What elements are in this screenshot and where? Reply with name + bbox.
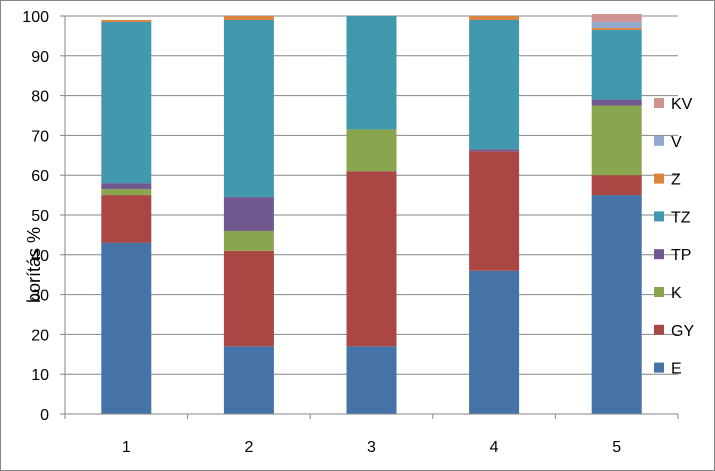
legend-item: K <box>654 285 682 302</box>
bar-segment <box>101 242 152 414</box>
legend-label: TP <box>671 247 691 264</box>
y-tick-label: 80 <box>31 89 49 106</box>
bar-segment <box>591 105 642 176</box>
bar-segment <box>223 19 274 198</box>
bar-segment <box>346 171 397 347</box>
legend-label: V <box>671 134 682 151</box>
bar-segment <box>469 19 520 150</box>
bar-segment <box>223 250 274 347</box>
bar-segment <box>469 151 520 271</box>
legend-item: E <box>654 361 682 378</box>
bar-segment <box>591 29 642 100</box>
y-tick-label: 30 <box>31 288 49 305</box>
bar-segment <box>591 27 642 30</box>
y-tick-label: 10 <box>31 367 49 384</box>
legend-swatch <box>654 362 664 373</box>
y-tick-label: 50 <box>31 208 49 225</box>
bar-segment <box>469 149 520 152</box>
bar-segment <box>346 346 397 414</box>
legend-swatch <box>654 135 664 146</box>
legend-label: E <box>671 361 682 378</box>
bar-segment <box>101 189 152 196</box>
bar-segment <box>101 19 152 22</box>
y-tick-label: 40 <box>31 248 49 265</box>
legend-item: KV <box>654 96 693 113</box>
x-tick-labels: 1 2 3 4 5 <box>122 439 621 456</box>
bar-segment <box>101 195 152 243</box>
bar-segment <box>591 21 642 28</box>
legend: KV V Z TZ TP K GY E <box>654 96 694 378</box>
legend-label: Z <box>671 172 681 189</box>
legend-label: K <box>671 285 682 302</box>
x-tick-label: 5 <box>612 439 621 456</box>
y-tick-label: 100 <box>22 9 49 26</box>
x-tick-label: 1 <box>122 439 131 456</box>
y-tick-label: 60 <box>31 168 49 185</box>
legend-item: V <box>654 134 682 151</box>
legend-swatch <box>654 211 664 222</box>
bar-segment <box>223 230 274 251</box>
y-tick-labels: 0 10 20 30 40 50 60 70 80 90 100 <box>22 9 49 424</box>
x-tick-label: 3 <box>367 439 376 456</box>
bar-segment <box>346 129 397 172</box>
bar-segment <box>346 16 397 130</box>
bars <box>101 14 642 414</box>
legend-item: TZ <box>654 209 691 226</box>
legend-item: Z <box>654 172 681 189</box>
legend-label: TZ <box>671 209 691 226</box>
legend-item: GY <box>654 323 694 340</box>
legend-swatch <box>654 249 664 260</box>
x-tick-label: 4 <box>490 439 499 456</box>
legend-swatch <box>654 287 664 297</box>
legend-label: GY <box>671 323 694 340</box>
bar-segment <box>223 346 274 414</box>
legend-swatch <box>654 324 664 335</box>
bar-segment <box>591 175 642 196</box>
bar-segment <box>469 16 520 20</box>
legend-item: TP <box>654 247 691 264</box>
bar-segment <box>223 16 274 20</box>
bar-segment <box>223 197 274 231</box>
bar-segment <box>591 195 642 414</box>
y-tick-label: 20 <box>31 327 49 344</box>
y-tick-label: 0 <box>40 407 49 424</box>
bar-segment <box>101 21 152 184</box>
x-tick-label: 2 <box>244 439 253 456</box>
bar-segment <box>101 183 152 190</box>
bar-segment <box>591 99 642 106</box>
legend-swatch <box>654 98 664 108</box>
bar-segment <box>469 270 520 414</box>
legend-swatch <box>654 173 664 184</box>
y-tick-label: 90 <box>31 49 49 66</box>
y-tick-label: 70 <box>31 128 49 145</box>
bar-segment <box>591 14 642 22</box>
legend-label: KV <box>671 96 693 113</box>
y-axis-label: borítás % <box>24 227 44 303</box>
axes <box>60 15 679 419</box>
